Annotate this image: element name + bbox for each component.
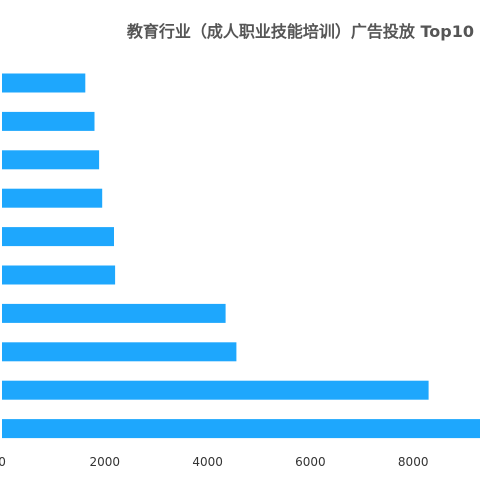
bar-3 (2, 150, 100, 170)
bars-group (2, 73, 480, 439)
x-tick-label: 6000 (295, 455, 326, 469)
bar-6 (2, 265, 116, 285)
bar-10 (2, 419, 480, 439)
x-axis-ticks: 0 2000 4000 6000 8000 (0, 455, 428, 469)
x-tick-label: 0 (0, 455, 6, 469)
bar-8 (2, 342, 237, 362)
bar-5 (2, 227, 114, 247)
x-tick-label: 4000 (192, 455, 223, 469)
bar-7 (2, 303, 226, 323)
x-tick-label: 2000 (90, 455, 121, 469)
bar-1 (2, 73, 86, 93)
bar-4 (2, 188, 103, 208)
bar-2 (2, 111, 95, 131)
x-tick-label: 8000 (398, 455, 429, 469)
bar-9 (2, 380, 429, 400)
chart-title: 教育行业（成人职业技能培训）广告投放 Top10 (126, 22, 474, 41)
